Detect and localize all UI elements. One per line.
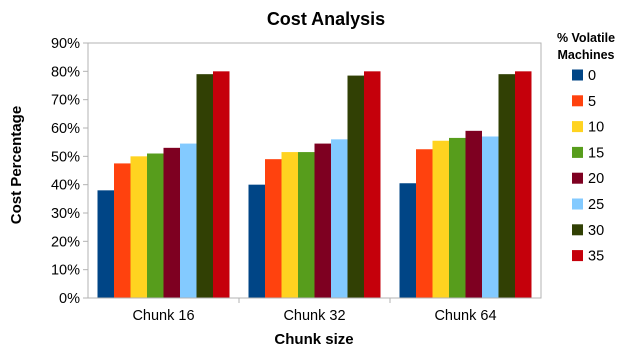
legend-label-15: 15 bbox=[588, 145, 604, 161]
bar-chunk-16-series-15 bbox=[147, 153, 164, 298]
bar-chunk-32-series-15 bbox=[298, 152, 315, 298]
bar-chunk-32-series-25 bbox=[331, 139, 348, 298]
legend-title-line-2: Machines bbox=[558, 48, 615, 62]
bar-chunk-64-series-25 bbox=[482, 136, 499, 298]
legend-title-line-1: % Volatile bbox=[557, 31, 615, 45]
bar-chunk-64-series-15 bbox=[449, 137, 466, 298]
y-tick-label: 10% bbox=[51, 263, 80, 279]
x-tick-label: Chunk 32 bbox=[283, 308, 345, 324]
bar-chunk-32-series-30 bbox=[347, 75, 364, 298]
legend-swatch-0 bbox=[572, 69, 583, 81]
legend-label-0: 0 bbox=[588, 68, 596, 84]
y-tick-label: 50% bbox=[51, 149, 80, 165]
legend-swatch-10 bbox=[572, 121, 583, 133]
bar-chunk-64-series-30 bbox=[498, 74, 515, 299]
chart-title: Cost Analysis bbox=[267, 9, 385, 29]
bar-chunk-64-series-5 bbox=[416, 149, 433, 298]
bar-chunk-16-series-25 bbox=[180, 143, 197, 298]
bar-chunk-32-series-35 bbox=[364, 71, 381, 298]
x-axis-title: Chunk size bbox=[274, 331, 353, 348]
legend-swatch-35 bbox=[572, 250, 583, 262]
bar-chunk-16-series-10 bbox=[130, 156, 147, 298]
y-tick-label: 20% bbox=[51, 234, 80, 250]
x-axis-ticks: Chunk 16 Chunk 32 Chunk 64 bbox=[132, 298, 497, 324]
y-tick-label: 60% bbox=[51, 121, 80, 137]
y-axis-ticks: 0% 10% 20% 30% 40% 50% 60% 70% 80% 90% bbox=[51, 36, 88, 307]
legend-label-5: 5 bbox=[588, 94, 596, 110]
bar-chunk-64-series-0 bbox=[399, 183, 416, 298]
bar-chunk-16-series-35 bbox=[213, 71, 230, 298]
y-axis-title: Cost Percentage bbox=[8, 106, 25, 224]
legend-swatch-5 bbox=[572, 95, 583, 107]
legend-swatch-20 bbox=[572, 172, 583, 184]
y-tick-label: 40% bbox=[51, 178, 80, 194]
y-tick-label: 90% bbox=[51, 36, 80, 52]
bar-chunk-32-series-10 bbox=[281, 152, 298, 298]
bar-chunk-16-series-30 bbox=[196, 74, 213, 299]
y-tick-label: 30% bbox=[51, 206, 80, 222]
bar-chunk-64-series-20 bbox=[465, 130, 482, 298]
legend-label-10: 10 bbox=[588, 120, 604, 136]
bar-chunk-32-series-20 bbox=[314, 143, 331, 298]
bar-chunk-64-series-10 bbox=[432, 140, 449, 298]
y-tick-label: 70% bbox=[51, 93, 80, 109]
bar-chunk-16-series-20 bbox=[163, 147, 180, 298]
bars bbox=[97, 71, 532, 299]
bar-chunk-32-series-0 bbox=[248, 184, 265, 298]
legend-label-30: 30 bbox=[588, 223, 604, 239]
bar-chunk-64-series-35 bbox=[515, 71, 532, 298]
y-tick-label: 80% bbox=[51, 64, 80, 80]
legend-label-25: 25 bbox=[588, 197, 604, 213]
x-tick-label: Chunk 16 bbox=[132, 308, 194, 324]
legend-swatch-25 bbox=[572, 198, 583, 210]
y-tick-label: 0% bbox=[59, 291, 80, 307]
legend-label-35: 35 bbox=[588, 249, 604, 265]
legend-label-20: 20 bbox=[588, 171, 604, 187]
legend-swatch-15 bbox=[572, 146, 583, 158]
legend-swatch-30 bbox=[572, 224, 583, 236]
bar-chunk-16-series-5 bbox=[114, 163, 131, 298]
bar-chunk-16-series-0 bbox=[97, 190, 114, 298]
bar-chunk-32-series-5 bbox=[265, 159, 282, 298]
x-tick-label: Chunk 64 bbox=[434, 308, 496, 324]
legend: % Volatile Machines 0 5 10 15 20 25 30 35 bbox=[557, 31, 615, 265]
